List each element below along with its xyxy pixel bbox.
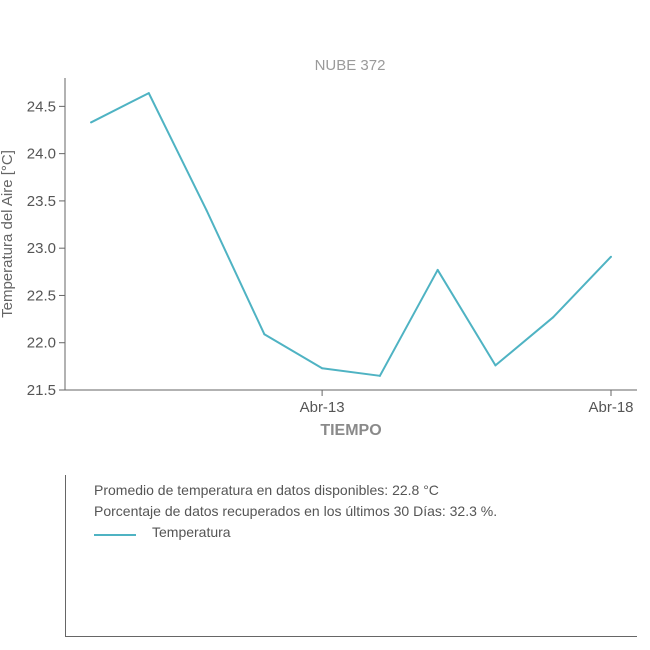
series-line-temperatura — [90, 92, 612, 377]
y-tick-label: 23.5 — [27, 193, 56, 210]
y-axis-title: Temperatura del Aire [°C] — [0, 150, 16, 318]
data-point — [494, 364, 497, 367]
data-point — [552, 316, 555, 319]
data-point — [378, 374, 381, 377]
legend-label-temperatura: Temperatura — [152, 524, 231, 540]
legend-swatch-temperatura — [94, 534, 136, 536]
y-axis-ticks: 21.5 22.0 22.5 23.0 23.5 24.0 24.5 — [27, 98, 65, 399]
data-point — [263, 333, 266, 336]
chart-series — [90, 92, 612, 377]
x-tick-label: Abr-18 — [588, 399, 633, 416]
line-chart: NUBE 372 21.5 22.0 22.5 23.0 23.5 24.0 24.5 Ab… — [0, 57, 637, 439]
average-temperature-text: Promedio de temperatura en datos disponi… — [94, 482, 439, 498]
y-tick-label: 24.0 — [27, 146, 56, 163]
chart-title: NUBE 372 — [315, 57, 386, 74]
y-tick-label: 24.5 — [27, 98, 56, 115]
data-point — [205, 209, 208, 212]
data-point — [90, 121, 92, 124]
y-tick-label: 22.5 — [27, 287, 56, 304]
y-tick-label: 21.5 — [27, 382, 56, 399]
x-axis-ticks: Abr-13 Abr-18 — [300, 390, 634, 416]
data-point — [321, 367, 324, 370]
recovered-percentage-text: Porcentaje de datos recuperados en los ú… — [94, 503, 498, 519]
data-point — [436, 268, 439, 271]
data-point — [610, 255, 612, 258]
data-point — [147, 92, 150, 95]
y-tick-label: 23.0 — [27, 240, 56, 257]
info-panel: Promedio de temperatura en datos disponi… — [65, 475, 637, 637]
x-axis-title: TIEMPO — [320, 422, 381, 439]
x-tick-label: Abr-13 — [300, 399, 345, 416]
y-tick-label: 22.0 — [27, 335, 56, 352]
